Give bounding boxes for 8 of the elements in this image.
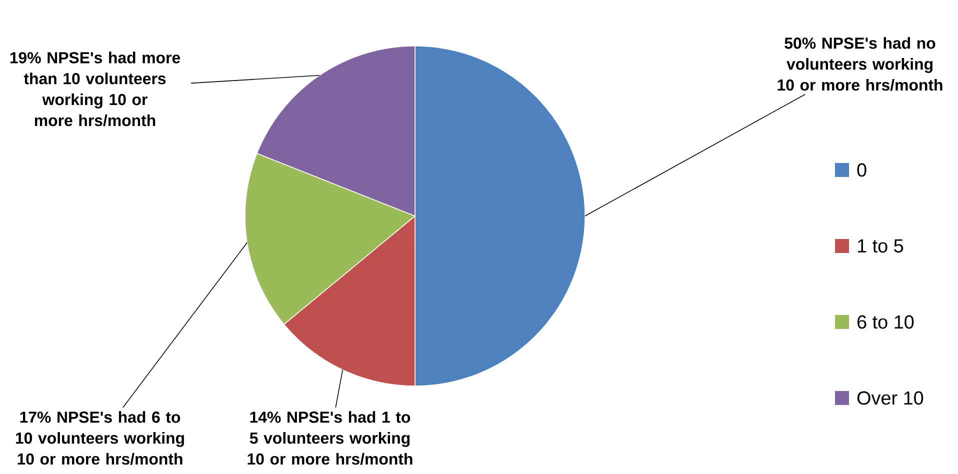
text: 19% NPSE's had more than 10 volunteers working 10 or more hrs/month	[10, 52, 180, 126]
text: 14% NPSE's had 1 to 5 volunteers working 10 or more hrs/month	[248, 411, 412, 465]
text: 50% NPSE's had no volunteers working 10 or more hrs/month	[778, 37, 942, 91]
legend-label: 1 to 5	[858, 239, 904, 253]
legend-label: Over 10	[857, 391, 924, 405]
legend-label: 6 to 10	[857, 315, 914, 329]
legend-label: 0	[857, 163, 866, 177]
text: 17% NPSE's had 6 to 10 volunteers working 10 or more hrs/month	[16, 411, 184, 465]
